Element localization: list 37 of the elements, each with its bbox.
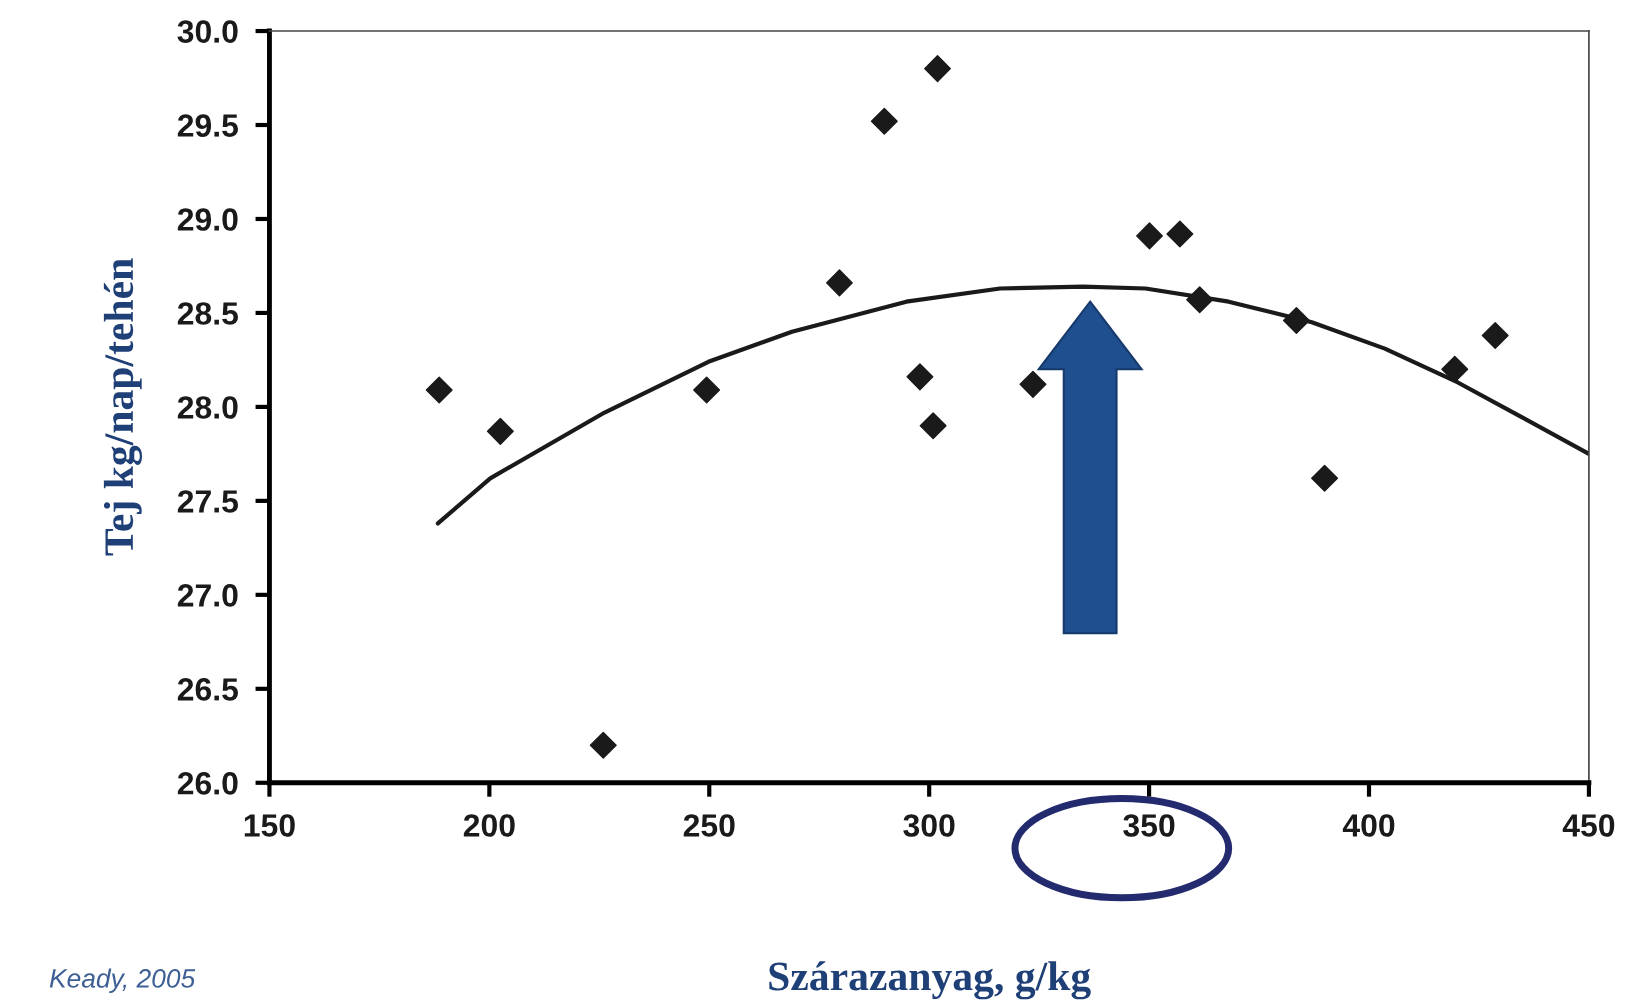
line-series (435, 284, 1589, 526)
x-tick-label: 400 (1342, 814, 1395, 837)
point (1019, 370, 1047, 398)
point (693, 376, 721, 404)
y-tick-label: 27.5 (177, 490, 239, 513)
x-axis-title: Szárazanyag, g/kg (769, 961, 1091, 1000)
point (486, 417, 514, 445)
x-tick-label: 250 (683, 814, 735, 837)
point (1136, 222, 1164, 250)
y-tick-label: 27.0 (177, 584, 238, 607)
point (1441, 355, 1469, 383)
point (1481, 321, 1509, 349)
y-tick-label: 28.0 (177, 396, 238, 419)
point (1166, 220, 1194, 248)
text: Keady, 2005 (49, 968, 196, 993)
x-tick-label: 300 (903, 814, 955, 837)
point (870, 107, 898, 135)
y-tick-label: 26.0 (177, 772, 238, 795)
point (924, 55, 952, 83)
point (919, 412, 947, 440)
y-tick-label: 29.0 (177, 208, 238, 231)
point (425, 376, 453, 404)
y-tick-label: 26.5 (177, 678, 239, 701)
point (1282, 306, 1310, 334)
point (825, 269, 853, 297)
x-tick-label: 350 (1123, 814, 1175, 837)
y-tick-label: 28.5 (177, 302, 239, 325)
x-tick-label: 450 (1562, 814, 1615, 837)
point (1186, 286, 1214, 314)
y-tick-label: 30.0 (177, 20, 238, 43)
point (589, 731, 617, 759)
point (906, 363, 934, 391)
x-tick-label: 150 (244, 814, 295, 837)
point (1311, 464, 1339, 492)
y-tick-label: 29.5 (177, 114, 239, 137)
x-tick-label: 200 (463, 814, 515, 837)
y-axis-title: Tej kg/nap/tehén (103, 258, 142, 556)
